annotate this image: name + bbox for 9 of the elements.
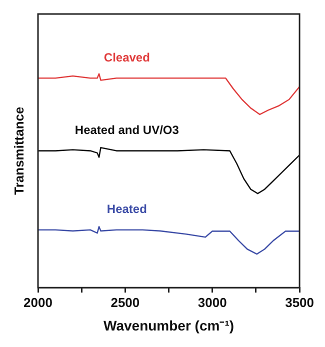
series-label: Heated and UV/O3 [74,123,180,138]
x-tick-label: 2000 [24,294,52,310]
x-tick-label: 3000 [198,294,227,310]
x-tick-label: 3500 [285,294,314,310]
series-label: Cleaved [104,50,150,64]
x-tick-label: 2500 [110,294,140,310]
series-label: Heated [106,202,147,216]
x-axis-title: Wavenumber (cm⁻¹) [104,317,234,334]
y-axis-title: Transmittance [12,106,27,195]
